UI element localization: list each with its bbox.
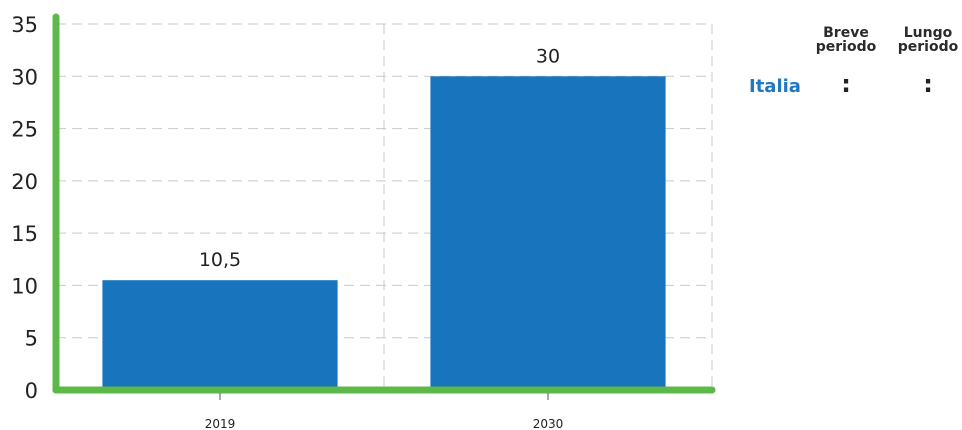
y-tick-label-0: 0 [25,379,38,403]
bar-2019 [102,280,338,390]
cell-lungo-periodo: : [923,70,933,98]
y-tick-label-20: 20 [11,170,38,194]
bars [102,76,666,391]
y-tick-label-5: 5 [25,327,38,351]
tick-labels: 0 5 10 15 20 25 30 35 2019 2030 [11,13,563,430]
y-tick-label-15: 15 [11,222,38,246]
bar-chart: 10,5 30 0 5 10 15 20 25 30 35 2019 2030 [11,13,716,430]
column-header-breve-periodo: Breve periodo [815,25,877,55]
cell-breve-periodo: : [841,70,851,98]
y-tick-label-10: 10 [11,274,38,298]
data-label-2019: 10,5 [199,249,241,271]
data-labels: 10,5 30 [199,45,560,271]
data-label-2030: 30 [536,45,560,67]
forecast-table: Breve periodo Lungo periodo Italia : : [740,0,962,140]
x-tick-label-2019: 2019 [205,417,236,430]
column-header-lungo-periodo: Lungo periodo [897,25,959,55]
axes [52,13,716,400]
y-tick-label-35: 35 [11,13,38,37]
y-tick-label-25: 25 [11,118,38,142]
x-tick-label-2030: 2030 [533,417,564,430]
bar-2030 [430,76,666,391]
y-tick-label-30: 30 [11,65,38,89]
row-label-italia: Italia [749,76,801,97]
